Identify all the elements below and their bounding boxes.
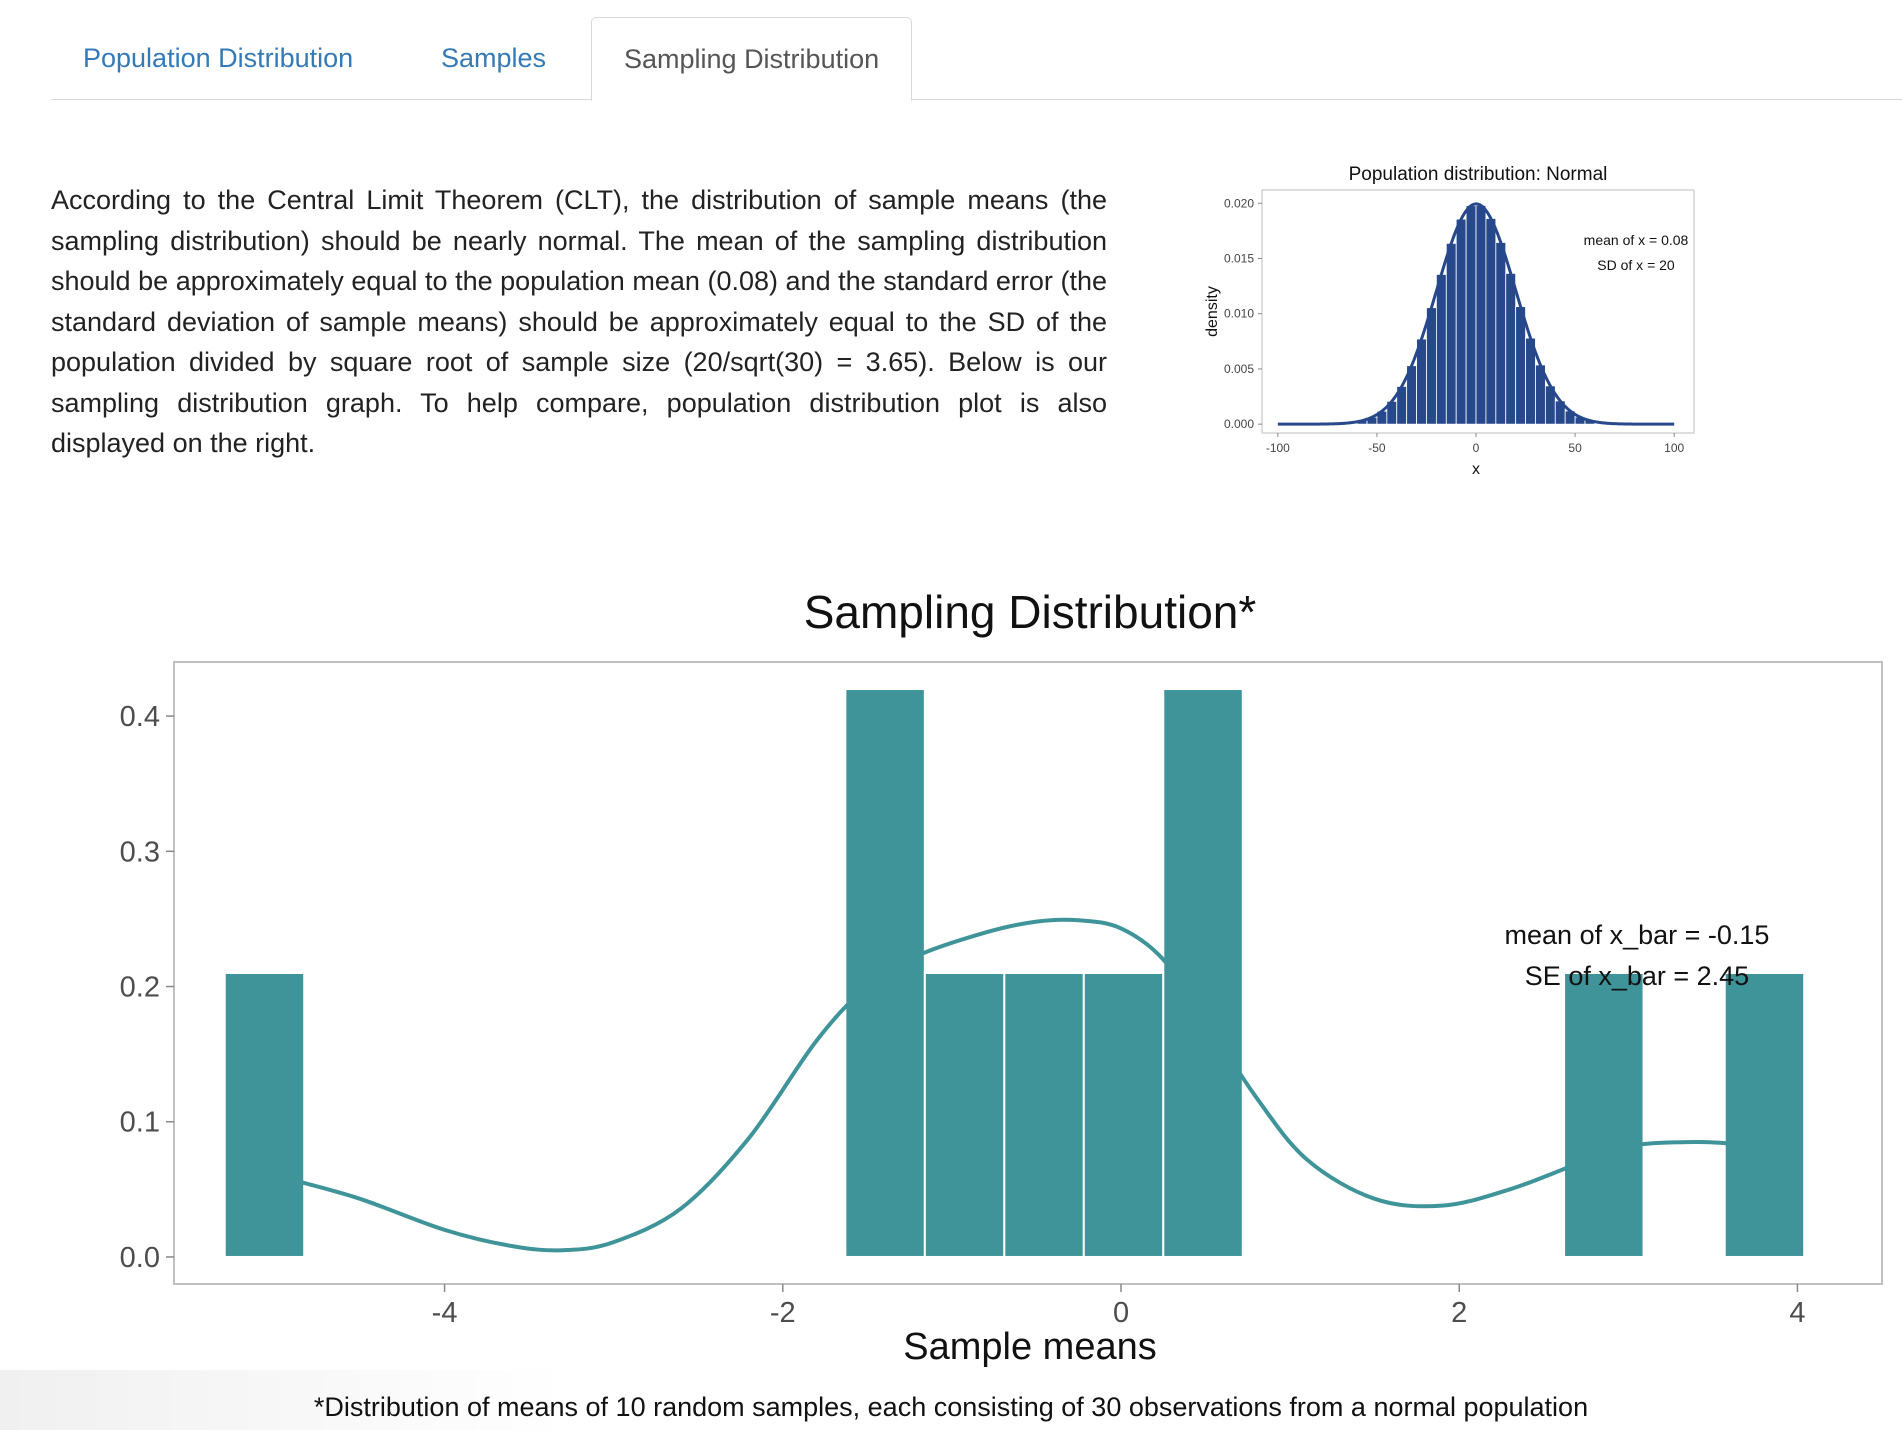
population-x-tick-label: 0 <box>1473 441 1480 455</box>
sampling-histogram-bar-3 <box>923 972 1006 1258</box>
population-x-tick-label: -50 <box>1368 441 1386 455</box>
clt-description: According to the Central Limit Theorem (… <box>51 185 1107 458</box>
population-histogram-bar <box>1426 307 1437 425</box>
population-y-tick-label: 0.000 <box>1224 417 1254 431</box>
population-x-tick-label: 50 <box>1568 441 1582 455</box>
sampling-density-curve <box>291 917 1747 1253</box>
tab-sampling-distribution[interactable]: Sampling Distribution <box>591 17 913 101</box>
population-distribution-chart: Population distribution: Normal 0.000 0.00… <box>1204 164 1695 478</box>
population-y-tick-label: 0.020 <box>1224 196 1254 210</box>
population-histogram-bar <box>1465 205 1477 425</box>
tab-samples[interactable]: Samples <box>441 43 547 73</box>
sampling-y-tick-label: 0.3 <box>120 836 160 868</box>
population-histogram-bar <box>1515 306 1526 425</box>
sampling-histogram-bar-4 <box>1003 972 1085 1258</box>
population-y-axis-label: density <box>1204 286 1221 337</box>
sampling-y-tick-label: 0.4 <box>120 701 160 733</box>
sampling-y-tick-label: 0.2 <box>120 972 160 1004</box>
population-histogram-bar <box>1475 205 1487 425</box>
population-x-tick-label: 100 <box>1664 441 1684 455</box>
sampling-x-tick-label: 0 <box>1113 1297 1129 1329</box>
population-y-tick-label: 0.005 <box>1224 362 1254 376</box>
sampling-x-tick-label: -4 <box>432 1297 458 1329</box>
sampling-chart-title: Sampling Distribution* <box>804 586 1257 638</box>
population-histogram-bar <box>1485 218 1497 425</box>
sampling-y-tick-label: 0.1 <box>120 1107 160 1139</box>
sampling-x-tick-label: 4 <box>1789 1297 1805 1329</box>
sampling-x-tick-label: 2 <box>1451 1297 1467 1329</box>
population-histogram-bar <box>1495 242 1507 425</box>
population-histogram-bar <box>1505 272 1517 425</box>
population-x-axis-label: x <box>1472 461 1480 478</box>
population-chart-title: Population distribution: Normal <box>1349 164 1608 185</box>
sampling-histogram-bar-5 <box>1082 972 1165 1258</box>
population-histogram-bar <box>1435 274 1447 425</box>
population-y-tick-label: 0.010 <box>1224 307 1254 321</box>
population-histogram-bar <box>1445 242 1457 425</box>
tab-bar: Population Distribution Samples Sampling… <box>51 17 1902 101</box>
sampling-distribution-chart: Sampling Distribution* 0.0 0.1 0.2 0.3 0.4 -4 -… <box>120 586 1883 1368</box>
population-x-tick-label: -100 <box>1266 441 1290 455</box>
chart-footnote: *Distribution of means of 10 random samp… <box>313 1392 1589 1422</box>
sampling-histogram-bar-7 <box>1563 972 1645 1258</box>
sampling-histogram-bar-8 <box>1723 972 1806 1258</box>
sampling-mean-annotation: mean of x_bar = -0.15 <box>1505 920 1770 950</box>
sampling-histogram-bar-1 <box>223 972 306 1258</box>
population-histogram-bar <box>1455 218 1467 425</box>
population-density-curve <box>1277 202 1675 426</box>
tab-population-distribution[interactable]: Population Distribution <box>83 43 354 73</box>
population-mean-annotation: mean of x = 0.08 <box>1584 232 1689 248</box>
sampling-x-tick-label: -2 <box>770 1297 796 1329</box>
sampling-x-axis-label: Sample means <box>903 1326 1156 1368</box>
sampling-y-tick-label: 0.0 <box>120 1242 160 1274</box>
population-sd-annotation: SD of x = 20 <box>1597 257 1675 273</box>
sampling-se-annotation: SE of x_bar = 2.45 <box>1525 961 1749 991</box>
population-y-tick-label: 0.015 <box>1224 251 1254 265</box>
